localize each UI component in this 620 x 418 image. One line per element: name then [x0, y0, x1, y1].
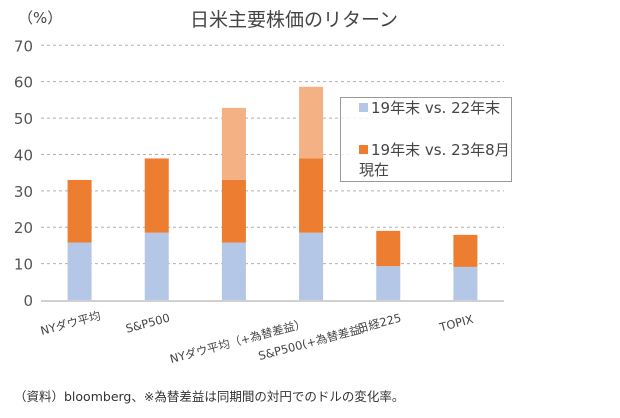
y-tick-label: 70	[14, 37, 33, 55]
legend-label: 19年末 vs. 22年末	[371, 99, 501, 117]
bar-segment	[299, 232, 324, 300]
y-tick-label: 60	[14, 74, 33, 92]
x-tick-label: 日経225	[356, 311, 403, 336]
bar-segment	[67, 179, 92, 243]
y-tick-label: 20	[14, 219, 33, 237]
bar-segment	[376, 266, 401, 300]
y-tick-label: 50	[14, 110, 33, 128]
y-tick-label: 30	[14, 183, 33, 201]
bar-segment	[144, 158, 169, 233]
bar-segment	[453, 266, 478, 300]
y-tick-label: 10	[14, 256, 33, 274]
bar-segment	[221, 242, 246, 300]
x-tick-label: TOPIX	[437, 312, 475, 335]
bar-segment	[376, 230, 401, 267]
legend-swatch	[359, 103, 368, 112]
legend-swatch	[359, 145, 368, 154]
legend: 19年末 vs. 22年末 19年末 vs. 23年8月現在	[340, 97, 512, 182]
footnote: （資料）bloomberg、※為替差益は同期間の対円でのドルの変化率。	[14, 389, 405, 404]
bar-segment	[299, 86, 324, 159]
x-tick-label: NYダウ平均	[39, 308, 102, 337]
y-axis-unit: （%）	[18, 9, 63, 27]
bar-segment	[221, 179, 246, 243]
bar-segment	[221, 107, 246, 180]
legend-label: 19年末 vs. 23年8月現在	[359, 141, 510, 179]
legend-item: 19年末 vs. 22年末	[359, 98, 519, 118]
chart-title: 日米主要株価のリターン	[190, 9, 399, 31]
y-tick-label: 40	[14, 146, 33, 164]
bar-segment	[67, 242, 92, 300]
y-tick-label: 0	[23, 292, 33, 310]
legend-item: 19年末 vs. 23年8月現在	[359, 140, 519, 180]
x-tick-label: S&P500	[124, 311, 171, 336]
bar-segment	[144, 232, 169, 300]
bar-segment	[453, 234, 478, 267]
bar-segment	[299, 158, 324, 233]
